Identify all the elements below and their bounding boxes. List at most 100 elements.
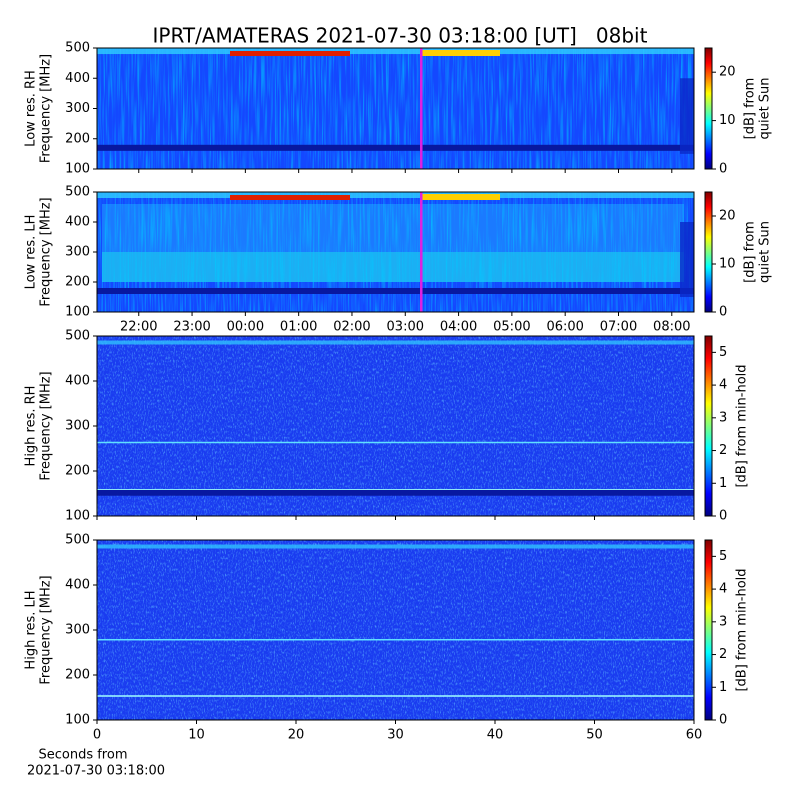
line-band [97, 695, 694, 697]
y-tick-label: 100 [65, 713, 90, 728]
colorbar-label: [dB] from [743, 221, 758, 283]
colorbar-tick-label: 4 [719, 378, 727, 393]
colorbar-tick-label: 10 [719, 257, 736, 272]
y-tick-label: 200 [65, 668, 90, 683]
colorbar-label: [dB] from min-hold [735, 364, 750, 487]
x-tick-label: 40 [487, 728, 504, 743]
colorbar-tick-label: 20 [719, 209, 736, 224]
colorbar-label: [dB] from min-hold [735, 568, 750, 691]
y-tick-label: 500 [65, 41, 90, 56]
x-tick-label: 20 [288, 728, 305, 743]
colorbar-tick-label: 1 [719, 476, 727, 491]
spectrogram [97, 48, 694, 169]
colorbar-tick-label: 0 [719, 162, 727, 177]
x-tick-label: 07:00 [600, 320, 637, 335]
x-axis-label: 2021-07-30 03:18:00 [27, 764, 165, 779]
colorbar-tick-label: 0 [719, 713, 727, 728]
x-tick-label: 04:00 [440, 320, 477, 335]
x-tick-label: 23:00 [173, 320, 210, 335]
x-tick-label: 03:00 [387, 320, 424, 335]
y-axis-label: Low res. LH [24, 215, 39, 290]
line-band [97, 489, 694, 491]
x-tick-label: 22:00 [120, 320, 157, 335]
x-tick-label: 06:00 [546, 320, 583, 335]
x-tick-label: 10 [188, 728, 205, 743]
y-tick-label: 400 [65, 215, 90, 230]
x-tick-label: 60 [686, 728, 703, 743]
colorbar [704, 335, 713, 517]
y-axis-label: Low res. RH [24, 70, 39, 147]
colorbar-tick-label: 10 [719, 113, 736, 128]
dark-band [97, 288, 694, 294]
y-tick-label: 200 [65, 131, 90, 146]
top-band [97, 48, 694, 55]
colorbar-tick-label: 3 [719, 410, 727, 425]
colorbar-tick-label: 2 [719, 443, 727, 458]
x-tick-label: 50 [586, 728, 603, 743]
spectrogram [97, 336, 694, 516]
y-axis-label: Frequency [MHz] [39, 54, 54, 163]
y-tick-label: 400 [65, 374, 90, 389]
y-tick-label: 100 [65, 305, 90, 320]
y-axis-label: Frequency [MHz] [39, 575, 54, 684]
y-tick-label: 500 [65, 533, 90, 548]
colorbar-label: quiet Sun [758, 221, 773, 283]
y-tick-label: 100 [65, 509, 90, 524]
y-tick-label: 500 [65, 185, 90, 200]
top-band [97, 192, 694, 198]
colorbar-label: quiet Sun [758, 77, 773, 139]
colorbar-tick-label: 2 [719, 647, 727, 662]
warm-band [420, 194, 500, 200]
colorbar-tick-label: 20 [719, 65, 736, 80]
top-band [97, 544, 694, 549]
colorbar-label: [dB] from [743, 78, 758, 140]
y-tick-label: 200 [65, 275, 90, 290]
x-tick-label: 08:00 [653, 320, 690, 335]
colorbar-tick-label: 3 [719, 614, 727, 629]
y-tick-label: 300 [65, 101, 90, 116]
y-tick-label: 300 [65, 623, 90, 638]
line-band [97, 441, 694, 444]
colorbar-tick-label: 0 [719, 305, 727, 320]
dark-band [97, 144, 694, 151]
colorbar [704, 191, 713, 313]
colorbar-tick-label: 1 [719, 680, 727, 695]
y-tick-label: 100 [65, 162, 90, 177]
x-tick-label: 00:00 [227, 320, 264, 335]
spectrogram [97, 192, 694, 312]
y-axis-label: High res. LH [24, 590, 39, 669]
y-tick-label: 400 [65, 578, 90, 593]
noise [97, 540, 694, 720]
colorbar-tick-label: 0 [719, 509, 727, 524]
x-tick-label: 05:00 [493, 320, 530, 335]
hot-band [230, 51, 350, 56]
noise [97, 336, 694, 516]
colorbar-tick-label: 4 [719, 582, 727, 597]
y-tick-label: 300 [65, 245, 90, 260]
spectrogram [97, 540, 694, 720]
colorbar-tick-label: 5 [719, 549, 727, 564]
top-band [97, 340, 694, 345]
hot-band [230, 195, 350, 200]
x-tick-label: 30 [387, 728, 404, 743]
colorbar [704, 47, 713, 170]
y-tick-label: 300 [65, 419, 90, 434]
x-tick-label: 02:00 [333, 320, 370, 335]
dark-band [97, 489, 694, 496]
warm-band [420, 50, 500, 56]
colorbar-tick-label: 5 [719, 345, 727, 360]
y-axis-label: Frequency [MHz] [39, 371, 54, 480]
y-tick-label: 400 [65, 71, 90, 86]
line-band [97, 639, 694, 641]
x-tick-label: 0 [93, 728, 101, 743]
dark-edge [680, 222, 694, 297]
y-axis-label: High res. RH [24, 386, 39, 467]
x-tick-label: 01:00 [280, 320, 317, 335]
y-tick-label: 500 [65, 329, 90, 344]
figure-title: IPRT/AMATERAS 2021-07-30 03:18:00 [UT] 0… [153, 24, 648, 48]
y-tick-label: 200 [65, 464, 90, 479]
x-axis-label: Seconds from [38, 748, 127, 763]
dark-edge [680, 78, 694, 154]
colorbar [704, 539, 713, 721]
